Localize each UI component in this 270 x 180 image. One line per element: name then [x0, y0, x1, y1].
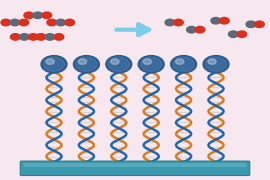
Circle shape	[106, 56, 132, 73]
Circle shape	[78, 59, 87, 64]
Circle shape	[73, 56, 99, 73]
Circle shape	[42, 12, 52, 19]
Circle shape	[36, 34, 46, 40]
Circle shape	[176, 59, 184, 64]
Circle shape	[28, 34, 38, 40]
FancyBboxPatch shape	[23, 163, 247, 167]
Circle shape	[33, 12, 43, 19]
Circle shape	[56, 19, 66, 26]
Circle shape	[65, 19, 75, 26]
FancyBboxPatch shape	[20, 161, 250, 176]
Circle shape	[211, 17, 221, 24]
Circle shape	[141, 57, 162, 71]
Circle shape	[171, 56, 197, 73]
Circle shape	[76, 57, 97, 71]
Circle shape	[255, 21, 264, 28]
Circle shape	[174, 19, 183, 26]
Circle shape	[10, 19, 20, 26]
Circle shape	[108, 57, 129, 71]
Circle shape	[228, 31, 238, 37]
Circle shape	[24, 12, 34, 19]
Circle shape	[237, 31, 247, 37]
Circle shape	[43, 57, 65, 71]
Circle shape	[111, 59, 119, 64]
Circle shape	[187, 26, 196, 33]
Circle shape	[138, 56, 164, 73]
Circle shape	[1, 19, 11, 26]
Circle shape	[47, 19, 57, 26]
Circle shape	[205, 57, 227, 71]
Circle shape	[19, 34, 29, 40]
Circle shape	[46, 59, 54, 64]
Circle shape	[19, 19, 29, 26]
Circle shape	[203, 56, 229, 73]
Circle shape	[173, 57, 194, 71]
Circle shape	[41, 56, 67, 73]
Circle shape	[165, 19, 175, 26]
Circle shape	[54, 34, 64, 40]
Circle shape	[143, 59, 151, 64]
Circle shape	[45, 34, 55, 40]
Circle shape	[220, 17, 229, 24]
Circle shape	[195, 26, 205, 33]
Circle shape	[208, 59, 216, 64]
Circle shape	[246, 21, 256, 28]
Circle shape	[11, 34, 20, 40]
